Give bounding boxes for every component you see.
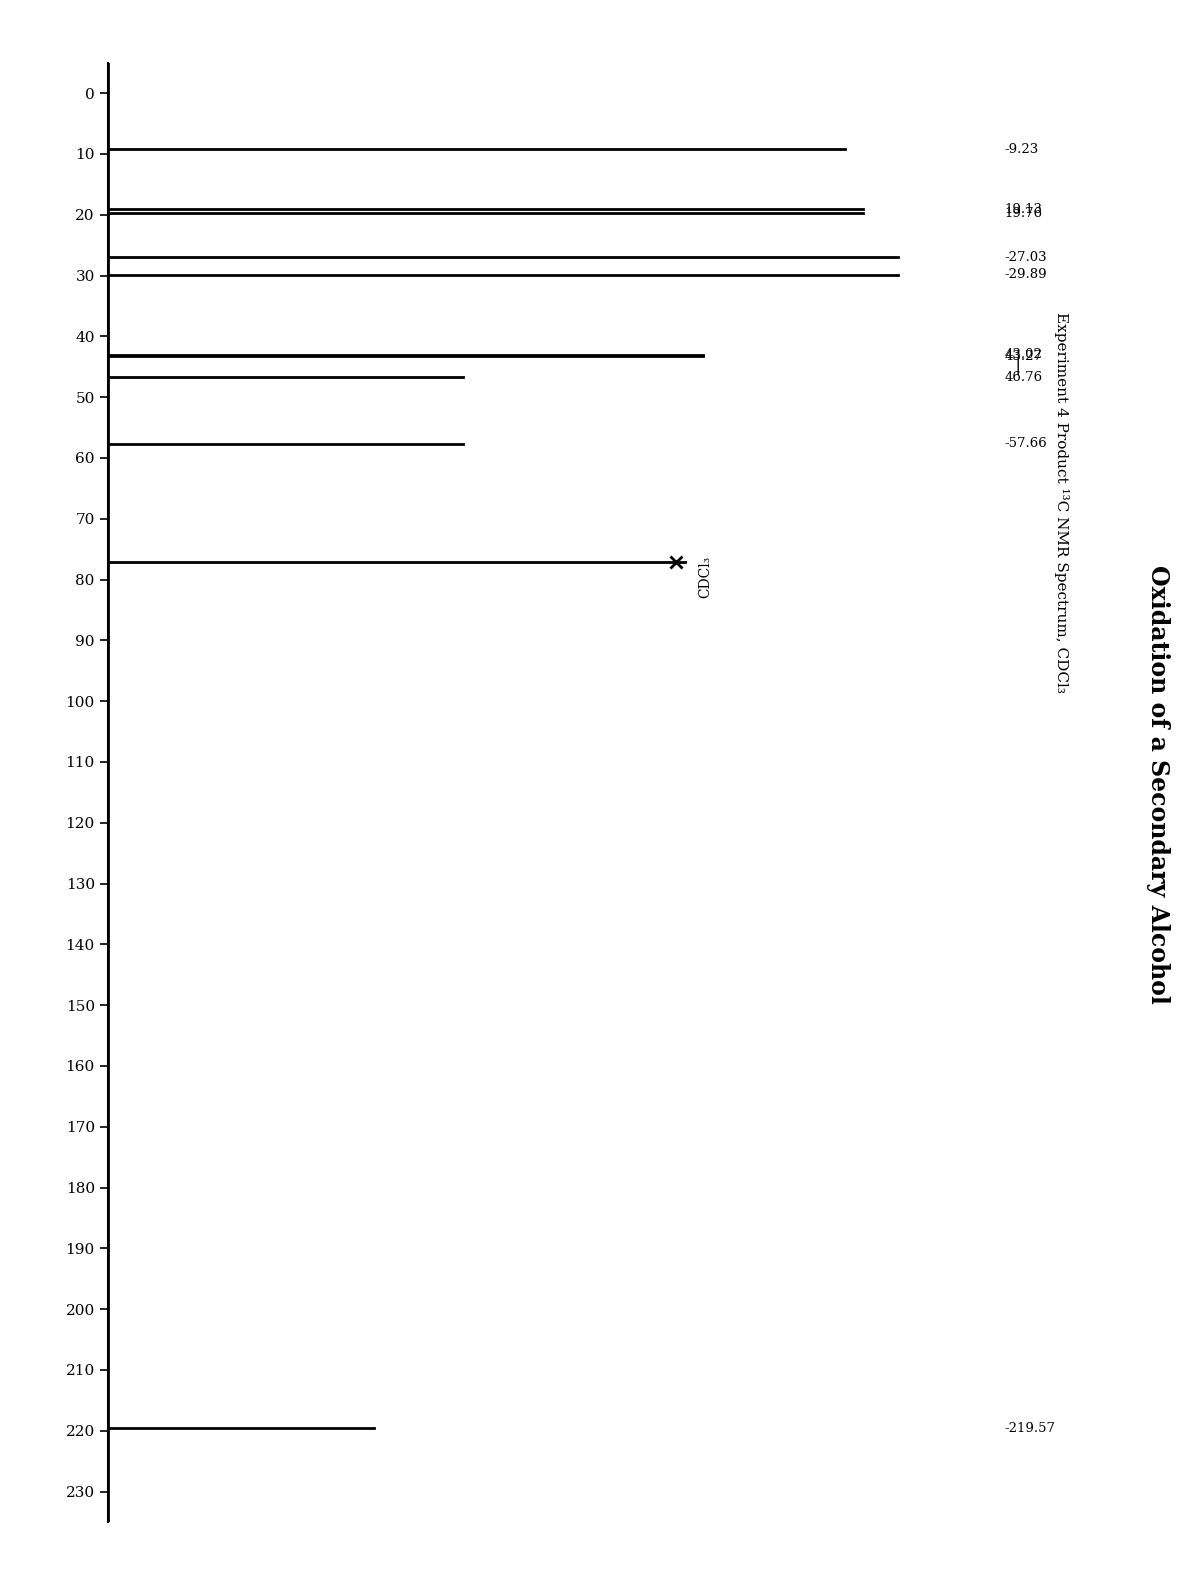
- Text: CDCl₃: CDCl₃: [698, 555, 713, 598]
- Text: -9.23: -9.23: [1004, 143, 1038, 155]
- Text: 19.76: 19.76: [1004, 207, 1043, 220]
- Text: -57.66: -57.66: [1004, 438, 1048, 450]
- Text: 46.76: 46.76: [1004, 370, 1043, 384]
- Text: -219.57: -219.57: [1004, 1422, 1055, 1434]
- Text: -27.03: -27.03: [1004, 251, 1046, 264]
- Text: -29.89: -29.89: [1004, 268, 1046, 281]
- Text: 43.02: 43.02: [1004, 348, 1043, 361]
- Text: Experiment 4 Product ¹³C NMR Spectrum, CDCl₃: Experiment 4 Product ¹³C NMR Spectrum, C…: [1055, 312, 1069, 692]
- Text: 19.13: 19.13: [1004, 202, 1043, 217]
- Text: Oxidation of a Secondary Alcohol: Oxidation of a Secondary Alcohol: [1146, 565, 1170, 1004]
- Text: 43.27: 43.27: [1004, 350, 1043, 362]
